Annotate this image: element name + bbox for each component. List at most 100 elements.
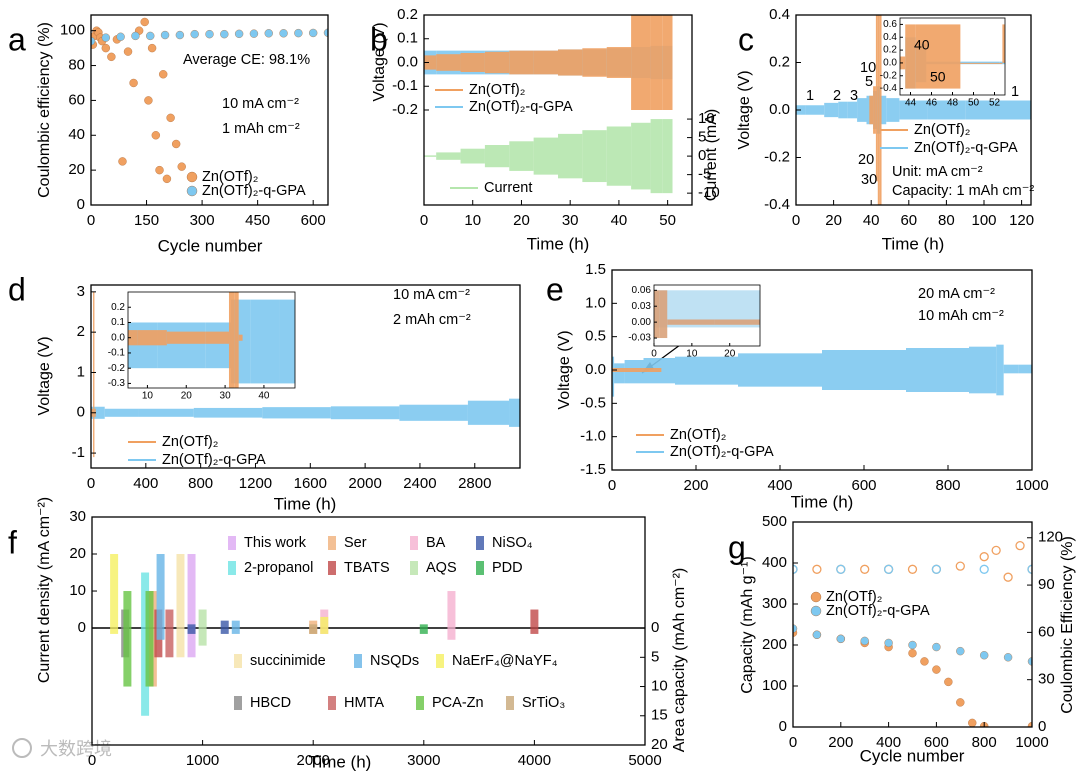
legend-label: Zn(OTf)₂ <box>670 427 726 443</box>
legend-swatch <box>228 561 236 575</box>
panel-letter: d <box>8 271 26 307</box>
voltage-range <box>467 400 510 425</box>
current-density-bar <box>110 554 119 629</box>
y-tick-label: -0.03 <box>628 333 651 344</box>
legend-swatch <box>354 654 362 668</box>
annotation: 3 <box>850 88 858 104</box>
area-capacity-bar <box>141 628 150 716</box>
panel: 0 200 400 600 800 100001002003004005000306090… <box>728 513 1076 766</box>
voltage-range <box>104 408 139 417</box>
data-point <box>177 162 186 171</box>
y2-tick-label: 30 <box>1038 671 1055 688</box>
data-point <box>1027 564 1032 574</box>
voltage-range <box>137 330 167 346</box>
annotation: 2 <box>833 88 841 104</box>
area-capacity-bar <box>320 628 329 634</box>
y-axis-label: Voltage (V) <box>556 330 573 409</box>
current-density-bar <box>220 620 229 629</box>
data-point <box>931 564 942 574</box>
legend-label: TBATS <box>344 560 390 576</box>
x-tick-label: 800 <box>972 734 997 751</box>
area-capacity-bar <box>154 628 163 658</box>
data-point <box>944 677 953 687</box>
area-capacity-bar <box>176 628 185 658</box>
x-axis-label: Cycle number <box>860 746 965 765</box>
y-tick-label: 20 <box>68 161 85 178</box>
data-point <box>979 564 989 574</box>
x-tick-label: 800 <box>935 477 960 494</box>
legend-swatch <box>476 536 484 550</box>
annotation: 10 <box>860 60 876 76</box>
y-axis-label: Voltage (V) <box>736 70 753 149</box>
legend-label: HBCD <box>250 695 291 711</box>
y-axis-label: Voltage (V) <box>36 336 53 415</box>
legend-swatch <box>410 561 418 575</box>
voltage-range <box>228 292 235 388</box>
legend-label: Zn(OTf)₂ <box>202 169 258 185</box>
y-tick-label: 0.00 <box>632 317 652 328</box>
current-density-bar <box>419 624 428 629</box>
annotation: 10 mAh cm⁻² <box>918 308 1004 324</box>
voltage-range <box>205 331 229 344</box>
voltage-range <box>899 100 928 120</box>
current-density-bar <box>187 554 196 629</box>
x-tick-label: 30 <box>562 212 579 229</box>
data-point <box>812 564 822 574</box>
voltage-range <box>960 62 1003 64</box>
data-point <box>147 43 157 53</box>
y2-tick-label: 60 <box>1038 623 1055 640</box>
x-tick-label: 0 <box>88 752 96 769</box>
y-tick-label: 0.4 <box>883 32 897 43</box>
y-tick-label: 0.1 <box>397 30 418 47</box>
voltage-range <box>869 95 874 125</box>
area-capacity-bar <box>198 628 207 646</box>
current-density-bar <box>156 554 165 629</box>
data-point <box>1003 572 1013 582</box>
y-tick-label: -0.2 <box>764 148 790 165</box>
legend-label: 2-propanol <box>244 560 313 576</box>
x-tick-label: 800 <box>188 475 213 492</box>
voltage-range <box>606 126 632 186</box>
data-point <box>1003 653 1013 662</box>
x-tick-label: 1000 <box>1015 734 1048 751</box>
y-tick-label: -0.2 <box>880 70 898 81</box>
y-tick-label: 80 <box>68 57 85 74</box>
panel-letter: b <box>370 21 388 57</box>
legend-swatch <box>186 185 198 197</box>
y2-tick-label: 90 <box>1038 576 1055 593</box>
y-tick-label: -0.5 <box>580 394 606 411</box>
legend-label: Zn(OTf)₂-q-GPA <box>670 444 774 460</box>
x-tick-label: 150 <box>134 212 159 229</box>
x-tick-label: 50 <box>968 98 980 109</box>
data-point <box>279 29 288 38</box>
legend-label: Zn(OTf)₂-q-GPA <box>469 99 573 115</box>
area-capacity-bar <box>187 628 196 634</box>
legend-label: PCA-Zn <box>432 695 484 711</box>
x-axis-label: Time (h) <box>791 492 854 511</box>
annotation: Unit: mA cm⁻² <box>892 164 983 180</box>
x-tick-label: 2000 <box>297 752 330 769</box>
legend-swatch <box>506 696 514 710</box>
legend-swatch <box>410 536 418 550</box>
voltage-range <box>662 119 673 194</box>
y-tick-label: 100 <box>60 22 85 39</box>
x-tick-label: 100 <box>971 212 996 229</box>
voltage-range <box>650 119 663 194</box>
voltage-range <box>612 368 623 372</box>
plot-area <box>654 290 760 339</box>
legend-label: This work <box>244 535 307 551</box>
y2-tick-label: 10 <box>698 110 715 127</box>
data-point <box>884 638 893 648</box>
x-tick-label: 40 <box>611 212 628 229</box>
data-point <box>91 36 96 46</box>
data-point <box>264 29 273 38</box>
voltage-range <box>460 148 485 164</box>
y-tick-label: 60 <box>68 91 85 108</box>
data-point <box>146 31 155 41</box>
x-tick-label: 20 <box>724 349 736 360</box>
x-tick-label: 10 <box>142 391 154 402</box>
legend-label: Zn(OTf)₂-q-GPA <box>162 452 266 468</box>
y-tick-label: -0.4 <box>880 83 898 94</box>
